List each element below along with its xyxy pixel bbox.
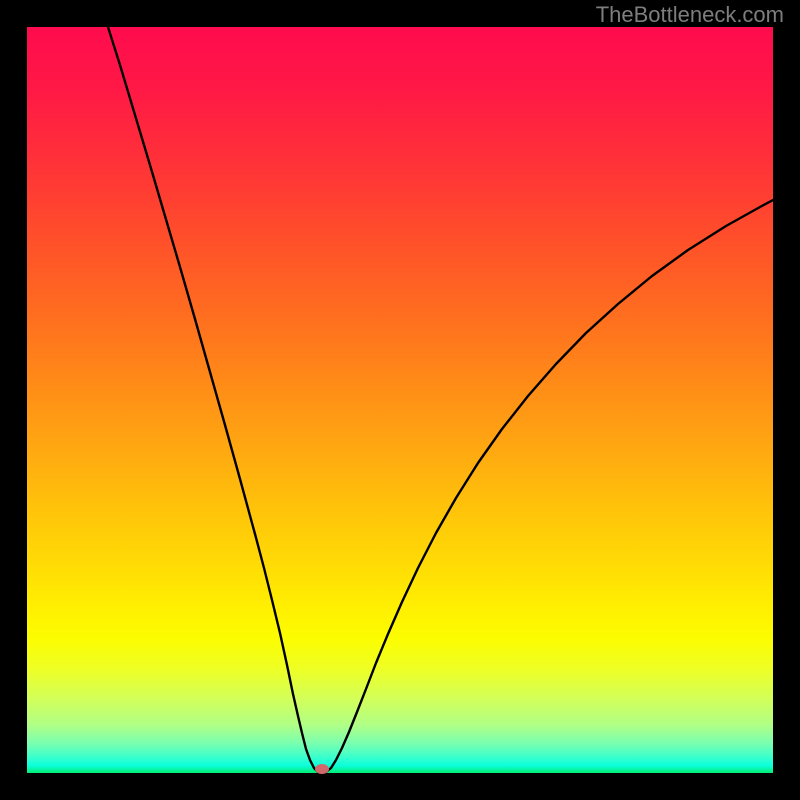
plot-area: [27, 27, 773, 773]
optimal-point-marker: [315, 764, 329, 774]
watermark-text: TheBottleneck.com: [596, 2, 784, 28]
chart-container: TheBottleneck.com: [0, 0, 800, 800]
bottleneck-chart: [0, 0, 800, 800]
